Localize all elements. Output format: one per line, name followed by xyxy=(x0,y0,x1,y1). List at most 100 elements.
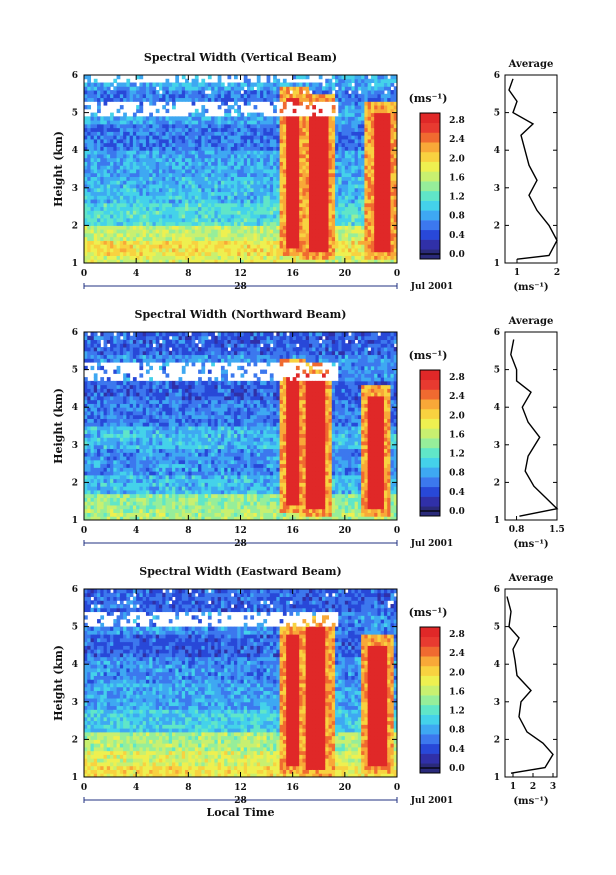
heatmap-cell xyxy=(149,161,153,166)
heatmap-cell xyxy=(335,78,339,84)
heatmap-cell xyxy=(178,120,183,125)
heatmap-cell xyxy=(322,120,326,125)
heatmap-cell xyxy=(149,123,153,129)
heatmap-cell xyxy=(84,105,88,110)
heatmap-cell xyxy=(110,153,114,159)
heatmap-cell xyxy=(263,157,268,162)
heatmap-cell xyxy=(230,161,235,166)
heatmap-cell xyxy=(325,86,330,91)
heatmap-cell xyxy=(113,343,118,348)
heatmap-cell xyxy=(136,172,140,178)
heatmap-cell xyxy=(305,217,310,223)
heatmap-cell xyxy=(247,150,251,155)
heatmap-cell xyxy=(100,247,105,253)
heatmap-cell xyxy=(367,251,372,256)
heatmap-cell xyxy=(328,120,333,125)
x-tick-label: 4 xyxy=(133,269,139,279)
heatmap-cell xyxy=(370,135,375,140)
heatmap-cell xyxy=(351,187,356,193)
heatmap-cell xyxy=(247,229,251,234)
colorbar-tick-label: 2.8 xyxy=(449,116,465,126)
heatmap-cell xyxy=(240,214,245,219)
heatmap-cell xyxy=(247,202,251,208)
heatmap-cell xyxy=(113,501,118,506)
heatmap-cell xyxy=(175,259,180,264)
heatmap-cell xyxy=(97,358,101,363)
heatmap-cell xyxy=(139,214,144,219)
heatmap-cell xyxy=(338,108,343,114)
heatmap-cell xyxy=(93,210,98,215)
heatmap-cell xyxy=(194,229,199,234)
heatmap-cell xyxy=(361,244,365,249)
heatmap-cell xyxy=(354,82,359,87)
heatmap-cell xyxy=(113,221,118,226)
heatmap-cell xyxy=(282,244,287,249)
heatmap-cell xyxy=(191,232,196,238)
heatmap-cell xyxy=(243,116,248,121)
heatmap-cell xyxy=(237,138,241,144)
heatmap-cell xyxy=(370,150,375,155)
heatmap-cell xyxy=(113,142,118,147)
heatmap-cell xyxy=(292,165,297,170)
colorbar-tick-label: 2.0 xyxy=(449,154,465,164)
heatmap-cell xyxy=(103,240,108,245)
heatmap-cell xyxy=(256,244,261,249)
heatmap-cell xyxy=(87,232,92,238)
heatmap-cell xyxy=(93,512,98,517)
heatmap-cell xyxy=(227,123,232,129)
heatmap-cell xyxy=(97,399,101,404)
heatmap-cell xyxy=(158,244,163,249)
heatmap-cell xyxy=(387,229,391,234)
heatmap-cell xyxy=(227,251,232,256)
heatmap-cell xyxy=(220,127,225,132)
heatmap-cell xyxy=(377,191,382,196)
heatmap-cell xyxy=(198,169,202,174)
heatmap-cell xyxy=(152,232,157,238)
heatmap-cell xyxy=(393,187,398,193)
heatmap-cell xyxy=(266,165,271,170)
heatmap-cell xyxy=(250,86,255,91)
heatmap-cell xyxy=(322,150,326,155)
heatmap-cell xyxy=(305,210,310,215)
heatmap-cell xyxy=(123,165,127,170)
heatmap-cell xyxy=(162,229,167,234)
heatmap-cell xyxy=(185,206,189,211)
heatmap-cell xyxy=(106,195,111,200)
heatmap-cell xyxy=(97,403,101,408)
heatmap-cell xyxy=(279,247,284,253)
heatmap-cell xyxy=(305,165,310,170)
heatmap-cell xyxy=(126,217,131,223)
heatmap-cell xyxy=(361,180,365,185)
heatmap-cell xyxy=(110,120,114,125)
heatmap-cell xyxy=(106,501,111,506)
heatmap-cell xyxy=(119,123,124,129)
heatmap-cell xyxy=(103,332,108,337)
heatmap-cell xyxy=(338,138,343,144)
heatmap-cell xyxy=(335,236,339,241)
heatmap-cell xyxy=(224,153,228,159)
heatmap-cell xyxy=(204,259,209,264)
heatmap-cell xyxy=(380,180,385,185)
heatmap-cell xyxy=(158,187,163,193)
heatmap-cell xyxy=(181,187,186,193)
heatmap-cell xyxy=(116,240,121,245)
heatmap-cell xyxy=(237,236,241,241)
heatmap-cell xyxy=(253,135,258,140)
heatmap-cell xyxy=(243,75,248,80)
heatmap-cell xyxy=(292,138,297,144)
heatmap-cell xyxy=(188,247,193,253)
heatmap-cell xyxy=(247,247,251,253)
heatmap-cell xyxy=(84,339,88,344)
heatmap-cell xyxy=(256,127,261,132)
heatmap-cell xyxy=(299,86,303,91)
heatmap-cell xyxy=(344,199,349,204)
heatmap-cell xyxy=(123,131,127,136)
heatmap-cell xyxy=(322,176,326,181)
heatmap-cell xyxy=(207,206,212,211)
heatmap-cell xyxy=(289,165,294,170)
heatmap-cell xyxy=(129,97,134,102)
heatmap-cell xyxy=(175,116,180,121)
heatmap-cell xyxy=(87,116,92,121)
heatmap-cell xyxy=(224,90,228,95)
heatmap-cell xyxy=(87,86,92,91)
